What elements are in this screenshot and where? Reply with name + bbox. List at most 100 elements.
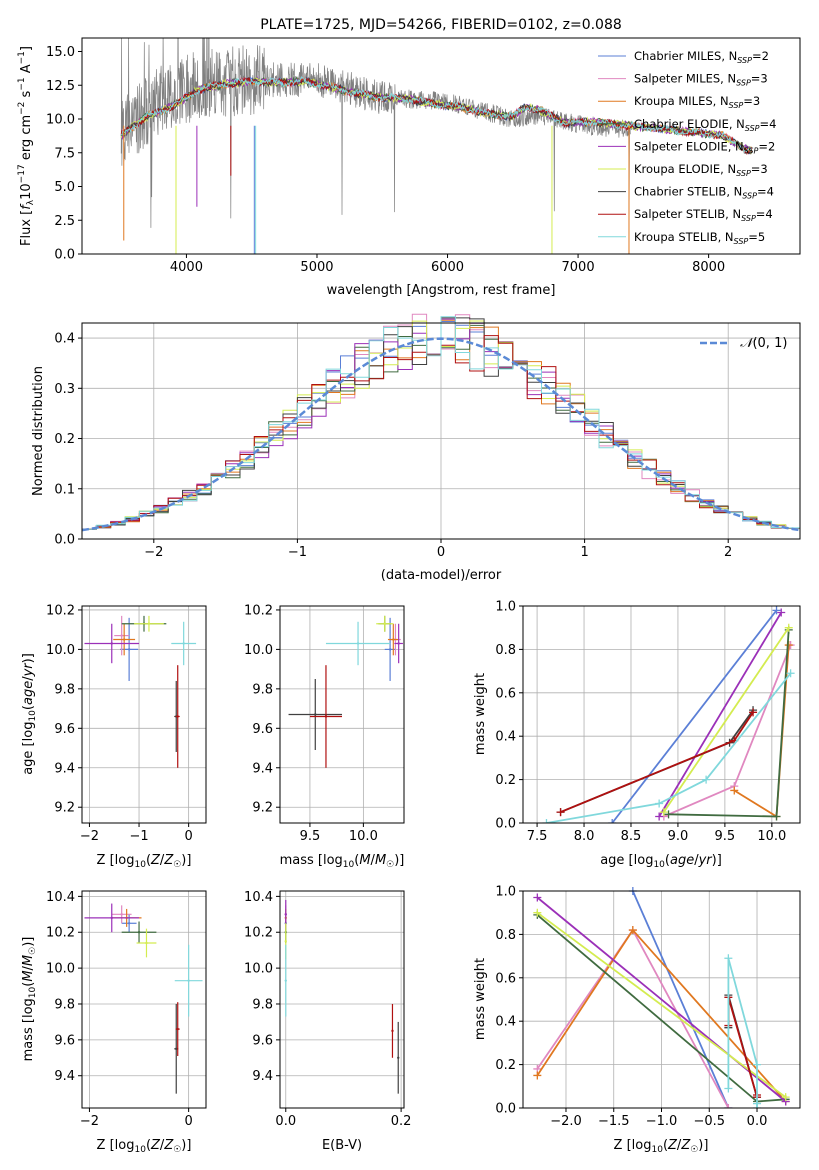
y-tick-label: 0.4 [495, 1015, 516, 1030]
x-tick-label: −1.0 [646, 1114, 678, 1129]
data-point [127, 648, 131, 651]
x-tick-label: 1 [580, 545, 588, 560]
x-tick-label: −1 [288, 545, 307, 560]
x-tick-label: 9.5 [300, 829, 321, 844]
residual-xlabel: (data-model)/error [381, 568, 502, 583]
spectrum-panel: PLATE=1725, MJD=54266, FIBERID=0102, z=0… [17, 17, 801, 298]
x-tick-label: 4000 [170, 260, 203, 275]
data-point [147, 622, 151, 625]
data-point [120, 913, 123, 916]
y-tick-label: 12.5 [46, 79, 75, 94]
x-tick-label: 0 [184, 1114, 192, 1129]
residual-histogram [82, 316, 800, 530]
y-tick-label: 9.6 [252, 722, 273, 737]
legend-entry: Salpeter STELIB, NSSP=4 [634, 207, 773, 223]
x-tick-label: 5000 [300, 260, 333, 275]
x-tick-label: 8000 [692, 260, 725, 275]
y-tick-label: 0.0 [54, 533, 75, 548]
mass-vs-extinction-panel: 0.0 0.2 9.4 9.6 9.8 10.0 10.2 10.4 E(B-V) [244, 890, 411, 1153]
weight-marker [753, 1104, 762, 1108]
y-tick-label: 10.4 [46, 890, 75, 905]
y-tick-label: 9.4 [54, 1069, 75, 1084]
model-spectrum-line [120, 77, 753, 155]
legend-entry: Kroupa STELIB, NSSP=5 [634, 230, 765, 246]
x-tick-label: −2.0 [550, 1114, 582, 1129]
weight-marker [777, 608, 786, 617]
x-tick-label: 0.0 [275, 1114, 296, 1129]
weight-series [533, 887, 790, 1108]
weight-marker [786, 669, 795, 678]
mass-vs-metallicity-axes-frame [81, 890, 207, 1109]
y-tick-label: 9.6 [54, 1033, 75, 1048]
weight-line [658, 612, 782, 817]
data-point [137, 931, 141, 934]
spectrum-ylabel: Flux [fλ10−17 erg cm−2 s−1 A−1] [17, 46, 36, 246]
weight-vs-age-xlabel: age [log10(age/yr)] [600, 853, 722, 870]
data-point [397, 1056, 400, 1059]
x-tick-label: 10.0 [349, 829, 378, 844]
x-tick-label: 9.5 [715, 829, 736, 844]
y-tick-label: 10.0 [46, 113, 75, 128]
age-vs-mass-axes-frame [279, 605, 405, 824]
y-tick-label: 0.6 [495, 686, 516, 701]
weight-vs-age-axes-frame [522, 605, 801, 824]
y-tick-label: 9.8 [252, 997, 273, 1012]
residual-panel: −2 −1 0 1 2 0.0 0.1 0.2 0.3 0.4 (data-model)/erro… [31, 313, 801, 583]
y-tick-label: 0.2 [54, 432, 75, 447]
weight-series [542, 606, 795, 823]
weight-line [663, 627, 790, 813]
weight-marker [533, 1071, 542, 1080]
y-tick-label: 0.8 [495, 643, 516, 658]
weight-marker [655, 799, 664, 808]
x-tick-label: 8.0 [574, 829, 595, 844]
data-point [397, 642, 400, 645]
data-point [127, 922, 131, 925]
y-tick-label: 1.0 [495, 600, 516, 615]
data-point [187, 979, 190, 982]
x-tick-label: 8.5 [621, 829, 642, 844]
mass-vs-metallicity-panel: −2 0 9.4 9.6 9.8 10.0 10.2 10.4 Z [log10(Z/Z☉)]… [21, 890, 207, 1155]
weight-marker [702, 775, 711, 784]
y-tick-label: 1.0 [495, 885, 516, 900]
age-vs-metallicity-panel: −2 −1 0 9.2 9.4 9.6 9.8 10.0 10.2 Z [log10(Z/Z☉)… [21, 603, 207, 870]
spectrum-legend: Chabrier MILES, NSSP=2 Salpeter MILES, NS… [598, 49, 776, 246]
legend-entry: Chabrier STELIB, NSSP=4 [634, 185, 774, 201]
x-tick-label: −0.5 [693, 1114, 725, 1129]
y-tick-label: 9.2 [54, 801, 75, 816]
y-tick-label: 10.2 [244, 926, 273, 941]
weight-vs-age-ylabel: mass weight [473, 673, 488, 755]
y-tick-label: 0.4 [54, 332, 75, 347]
x-tick-label: −2 [144, 545, 163, 560]
mass-vs-extinction-axes-frame [279, 890, 405, 1109]
data-point [391, 1029, 394, 1033]
y-tick-label: 0.2 [495, 1058, 516, 1073]
weight-line [631, 890, 730, 1108]
data-point [284, 940, 287, 943]
mass-vs-metallicity-xlabel: Z [log10(Z/Z☉)] [97, 1138, 192, 1155]
y-tick-label: 0.0 [54, 248, 75, 263]
weight-marker [659, 808, 668, 817]
weight-marker [784, 623, 793, 632]
x-tick-label: 2 [724, 545, 732, 560]
y-tick-label: 9.6 [54, 722, 75, 737]
weight-marker [724, 1084, 733, 1093]
y-tick-label: 0.4 [495, 730, 516, 745]
y-tick-label: 10.2 [46, 926, 75, 941]
y-tick-label: 10.0 [244, 643, 273, 658]
age-vs-mass-panel: 9.5 10.0 9.2 9.4 9.6 9.8 10.0 10.2 mass [log10(… [244, 603, 405, 870]
weight-line [546, 672, 792, 823]
weight-line [611, 609, 778, 823]
data-point [110, 642, 113, 645]
data-point [314, 713, 317, 716]
weight-marker [655, 812, 664, 821]
x-tick-label: 7000 [562, 260, 595, 275]
y-tick-label: 9.8 [252, 682, 273, 697]
data-point [284, 979, 287, 982]
x-tick-label: 0 [437, 545, 445, 560]
y-tick-label: 0.3 [54, 382, 75, 397]
weight-vs-age-panel: 7.5 8.0 8.5 9.0 9.5 10.0 0.0 0.2 0.4 0.6 0.8 1.0 ag… [473, 600, 801, 870]
data-point [110, 916, 113, 920]
weight-marker [533, 893, 542, 902]
data-point [175, 1047, 178, 1051]
